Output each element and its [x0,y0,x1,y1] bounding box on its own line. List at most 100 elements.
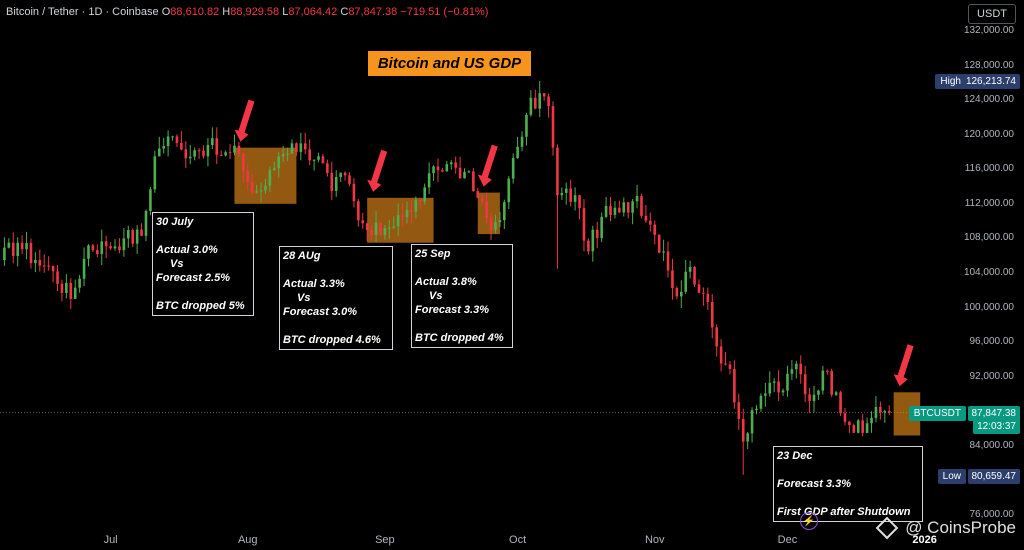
candle [166,130,170,157]
candle [392,216,396,230]
low-tag-label: Low [937,469,966,484]
candle [547,93,550,118]
candle [184,141,188,168]
candle [533,89,537,110]
candle [688,260,692,279]
candle [197,148,201,159]
candle [20,235,24,255]
note-line: Forecast 3.3% [415,304,489,316]
note-line: BTC dropped 4.6% [283,334,381,346]
candle [396,203,400,236]
candle [569,179,572,207]
candle [525,112,528,146]
x-tick-label: Sep [375,534,395,546]
candle [852,423,856,434]
candle [82,247,86,287]
candle [485,192,488,224]
candle [418,199,422,209]
high-tag-value: 126,213.74 [961,74,1020,89]
x-tick-label: Oct [509,534,527,546]
low-label: L [282,6,289,18]
candle [135,225,139,254]
open-label: O [161,6,171,18]
candle [494,214,497,234]
candle [113,239,117,251]
candle [219,150,223,156]
red-arrow-icon [234,99,255,142]
note-line: BTC dropped 5% [156,300,245,312]
candle [870,411,873,433]
note-line: Vs [170,258,184,270]
candle [286,147,289,162]
candle [449,159,453,170]
candle [604,196,608,219]
candle [357,199,360,227]
candle [764,382,767,407]
x-tick-label: Jul [103,534,118,546]
candle [202,145,205,159]
note-line: First GDP after Shutdown [777,506,911,518]
candle [38,249,42,272]
candle [379,222,382,236]
candle [69,278,73,310]
candles [3,80,891,475]
x-tick-label: Aug [237,534,258,546]
lightning-icon[interactable]: ⚡ [800,512,818,530]
candle [883,409,887,423]
candle [454,156,457,174]
y-tick-label: 132,000.00 [963,24,1014,36]
gdp-highlight-box [367,197,434,243]
candle [104,235,108,259]
candle [458,156,462,179]
candle [600,212,603,243]
y-tick-label: 108,000.00 [963,232,1014,244]
candle [268,166,272,192]
candle [573,187,577,211]
candle [790,359,794,380]
y-tick-label: 100,000.00 [963,301,1014,313]
candle [463,168,466,179]
candle [157,136,161,157]
candle [679,280,683,309]
candle [312,159,316,171]
candle [65,274,68,299]
candle [131,228,135,248]
note-date: 28 AUg [283,250,321,262]
candle [383,224,387,240]
open-value: 88,610.82 [170,6,220,18]
candle [410,199,413,224]
candle [874,396,878,423]
candle [432,165,435,181]
candle [657,234,661,254]
candle [56,265,59,292]
candle [564,182,568,205]
x-tick-label: Nov [644,534,665,546]
candle [87,244,90,267]
currency-button[interactable]: USDT [968,4,1016,24]
candle [211,127,214,150]
symbol-label[interactable]: Bitcoin / Tether · 1D · Coinbase [6,6,159,18]
candle [73,279,77,299]
candle [321,153,325,164]
candle [476,187,480,199]
candle [817,389,820,400]
candle [542,93,546,101]
candle [272,161,276,171]
candle [171,135,174,141]
note-date: 30 July [156,216,194,228]
last-price-symbol: BTCUSDT [908,406,966,421]
gdp-note-july: 30 July Actual 3.0% Vs Forecast 2.5% BTC… [152,212,254,316]
candle [317,152,320,163]
y-tick-label: 104,000.00 [963,267,1014,278]
candle [697,279,701,294]
close-value: 87,847.38 [348,6,398,18]
candle [237,142,241,157]
note-line: Actual 3.0% [156,244,218,256]
candle [29,238,33,269]
candle [445,160,449,172]
candle [370,224,373,240]
y-tick-label: 96,000.00 [969,336,1015,348]
candle [299,132,303,161]
candle [7,238,11,249]
